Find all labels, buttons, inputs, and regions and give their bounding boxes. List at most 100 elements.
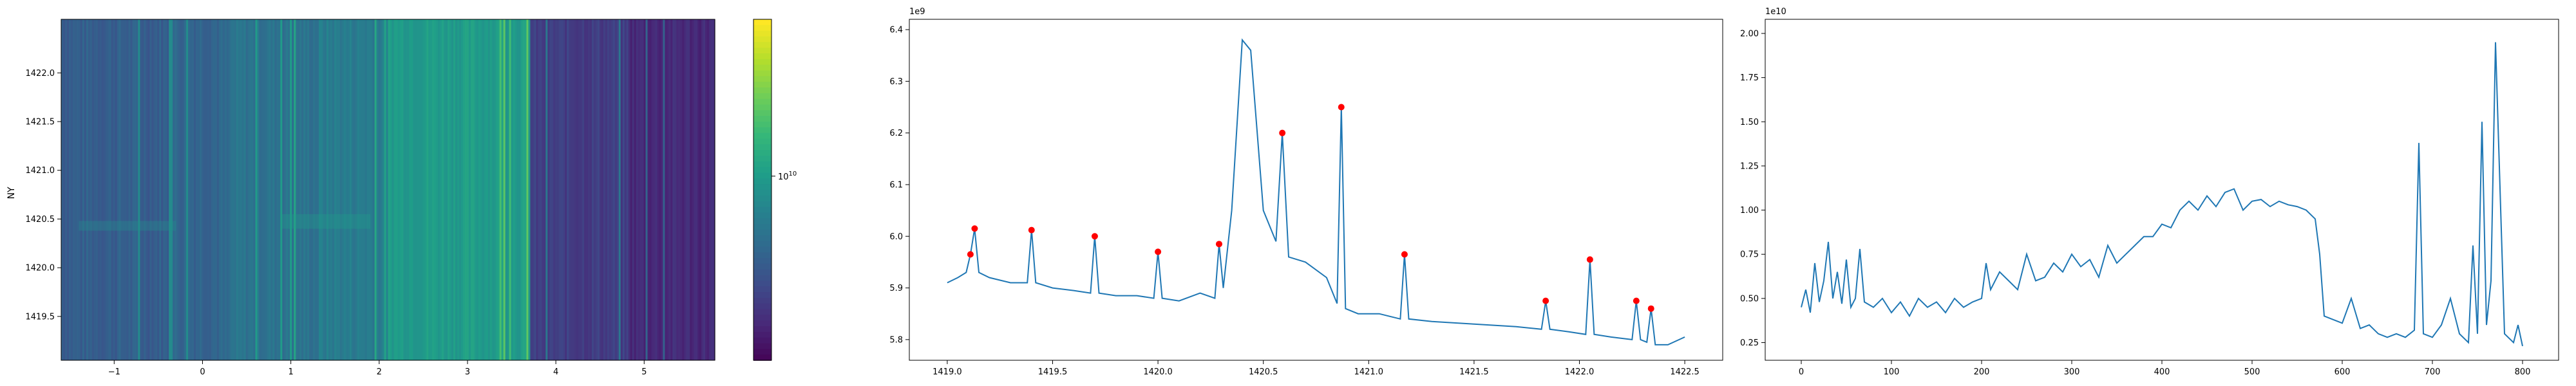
peaks-x-tick-label: 1420.0 (1143, 367, 1173, 377)
heatmap-column (515, 19, 518, 360)
heatmap-column (457, 19, 460, 360)
heatmap-column (639, 19, 643, 360)
heatmap-column (276, 19, 279, 360)
heatmap-column (676, 19, 679, 360)
peaks-y-tick-label: 6.4 (889, 26, 903, 35)
heatmap-column (524, 19, 527, 360)
heatmap-column (474, 19, 477, 360)
heatmap-column (255, 19, 258, 360)
colorbar-segment (753, 275, 772, 282)
heatmap-column (232, 19, 235, 360)
heatmap-column (278, 19, 281, 360)
colorbar-segment (753, 246, 772, 253)
series-x-tick-label: 300 (2064, 367, 2080, 377)
heatmap-column (686, 19, 688, 360)
colorbar-segment (753, 98, 772, 106)
heatmap-column (618, 19, 621, 360)
heatmap-column (599, 19, 602, 360)
heatmap-column (159, 19, 162, 360)
heatmap-column (357, 19, 360, 360)
heatmap-column (334, 19, 337, 360)
heatmap-column (151, 19, 154, 360)
heatmap-column (422, 19, 425, 360)
heatmap-column (428, 19, 431, 360)
heatmap-column (491, 19, 495, 360)
peak-marker (1633, 297, 1640, 304)
heatmap-column (182, 19, 185, 360)
heatmap-column (582, 19, 585, 360)
heatmap-y-axis-label: NY (6, 187, 17, 199)
heatmap-column (384, 19, 387, 360)
peaks-plot-area: 1419.0 1419.5 1420.0 1420.5 1421.0 1421.5 1422… (889, 19, 1723, 377)
heatmap-column (146, 19, 148, 360)
series-y-tick-label: 1.25 (1740, 161, 1759, 171)
heatmap-column (667, 19, 669, 360)
heatmap-column (118, 19, 122, 360)
heatmap-column (173, 19, 175, 360)
heatmap-x-tick-label: 0 (200, 367, 205, 377)
heatmap-column (270, 19, 273, 360)
series-y-tick-label: 1.75 (1740, 73, 1759, 83)
heatmap-column (122, 19, 126, 360)
heatmap-column (176, 19, 179, 360)
heatmap-column (253, 19, 256, 360)
peaks-x-tick-label: 1420.5 (1249, 367, 1278, 377)
heatmap-plot-area (61, 19, 715, 360)
heatmap-column (349, 19, 352, 360)
colorbar-segment (753, 122, 772, 128)
heatmap-column (405, 19, 408, 360)
heatmap-column (455, 19, 458, 360)
heatmap-column (132, 19, 135, 360)
heatmap-column (424, 19, 427, 360)
peak-marker (1155, 248, 1162, 255)
heatmap-column (113, 19, 116, 360)
heatmap-column (109, 19, 112, 360)
heatmap-column (103, 19, 106, 360)
heatmap-column (576, 19, 579, 360)
colorbar-segment (753, 224, 772, 230)
heatmap-column (259, 19, 262, 360)
heatmap-column (705, 19, 708, 360)
colorbar-segment (753, 156, 772, 162)
heatmap-column (88, 19, 91, 360)
colorbar-segment (753, 24, 772, 32)
heatmap-column (696, 19, 698, 360)
heatmap-column (680, 19, 683, 360)
heatmap-column (378, 19, 381, 360)
heatmap-column (468, 19, 471, 360)
heatmap-column (124, 19, 128, 360)
heatmap-column (374, 19, 377, 360)
peaks-x-tick-label: 1421.0 (1354, 367, 1384, 377)
peaks-x-tick-label: 1422.0 (1565, 367, 1595, 377)
colorbar-segment (753, 331, 772, 338)
colorbar-segment (753, 76, 772, 82)
heatmap-column (171, 19, 173, 360)
heatmap-column (553, 19, 556, 360)
heatmap-column (280, 19, 283, 360)
heatmap-column (522, 19, 526, 360)
heatmap-column (203, 19, 206, 360)
heatmap-column (62, 19, 66, 360)
heatmap-column (180, 19, 183, 360)
peak-marker (967, 251, 974, 258)
heatmap-column (565, 19, 567, 360)
heatmap-column (434, 19, 437, 360)
heatmap-feature (79, 221, 176, 231)
heatmap-column (167, 19, 169, 360)
colorbar-segment (753, 286, 772, 293)
heatmap-column (355, 19, 358, 360)
heatmap-column (274, 19, 277, 360)
heatmap-column (542, 19, 544, 360)
heatmap-column (476, 19, 479, 360)
heatmap-column (711, 19, 714, 360)
heatmap-column (261, 19, 264, 360)
heatmap-column (368, 19, 372, 360)
heatmap-y-tick-label: 1421.0 (26, 166, 55, 176)
heatmap-column (528, 19, 531, 360)
heatmap-column (251, 19, 254, 360)
heatmap-column (591, 19, 594, 360)
heatmap-column (672, 19, 675, 360)
heatmap-column (245, 19, 249, 360)
colorbar-segment (753, 269, 772, 276)
heatmap-column (559, 19, 562, 360)
